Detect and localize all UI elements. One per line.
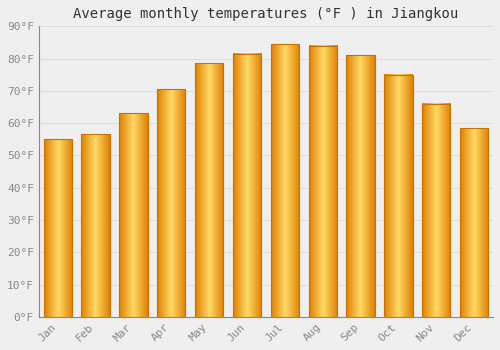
Title: Average monthly temperatures (°F ) in Jiangkou: Average monthly temperatures (°F ) in Ji… xyxy=(74,7,458,21)
Bar xyxy=(157,89,186,317)
Bar xyxy=(119,113,148,317)
Bar xyxy=(460,128,488,317)
Bar xyxy=(82,134,110,317)
Bar xyxy=(44,139,72,317)
Bar xyxy=(346,55,375,317)
Bar xyxy=(270,44,299,317)
Bar xyxy=(308,46,337,317)
Bar xyxy=(233,54,261,317)
Bar xyxy=(422,104,450,317)
Bar xyxy=(195,63,224,317)
Bar xyxy=(384,75,412,317)
